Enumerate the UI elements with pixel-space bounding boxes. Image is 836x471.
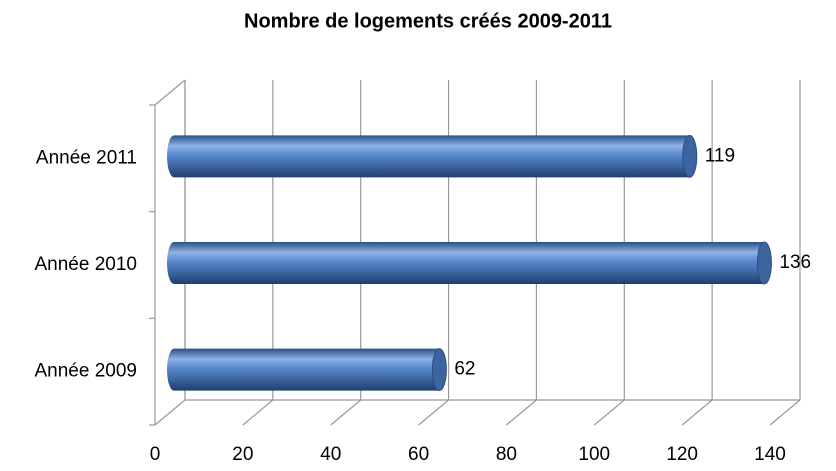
x-tick-label: 100	[578, 444, 610, 465]
data-label: 62	[454, 359, 475, 380]
bar-cap	[431, 348, 447, 392]
x-tick-label: 20	[232, 444, 253, 465]
x-tick-label: 140	[754, 444, 786, 465]
bar	[167, 348, 447, 391]
grid-line	[242, 399, 274, 426]
data-label: 136	[779, 252, 811, 273]
x-tick-label: 0	[150, 444, 161, 465]
x-tick-label: 40	[320, 444, 341, 465]
y-tick-label: Année 2010	[35, 254, 138, 275]
axis-line	[154, 79, 186, 106]
chart-title: Nombre de logements créés 2009-2011	[244, 10, 612, 32]
grid-line	[593, 399, 625, 426]
grid-line	[506, 399, 537, 426]
y-tick-label: Année 2011	[36, 147, 137, 168]
bar	[167, 242, 772, 284]
grid-line	[418, 399, 449, 426]
grid-line	[154, 399, 186, 426]
grid-line	[769, 399, 801, 426]
x-tick-label: 120	[666, 444, 698, 465]
bar-cap	[756, 241, 772, 285]
y-tick-label: Année 2009	[35, 361, 138, 382]
data-label: 119	[705, 145, 735, 166]
grid-line	[681, 399, 713, 426]
x-tick-label: 60	[408, 444, 429, 465]
bar	[167, 135, 697, 178]
x-tick-label: 80	[496, 444, 517, 465]
grid-line	[330, 399, 362, 426]
bar-cap	[682, 134, 698, 178]
